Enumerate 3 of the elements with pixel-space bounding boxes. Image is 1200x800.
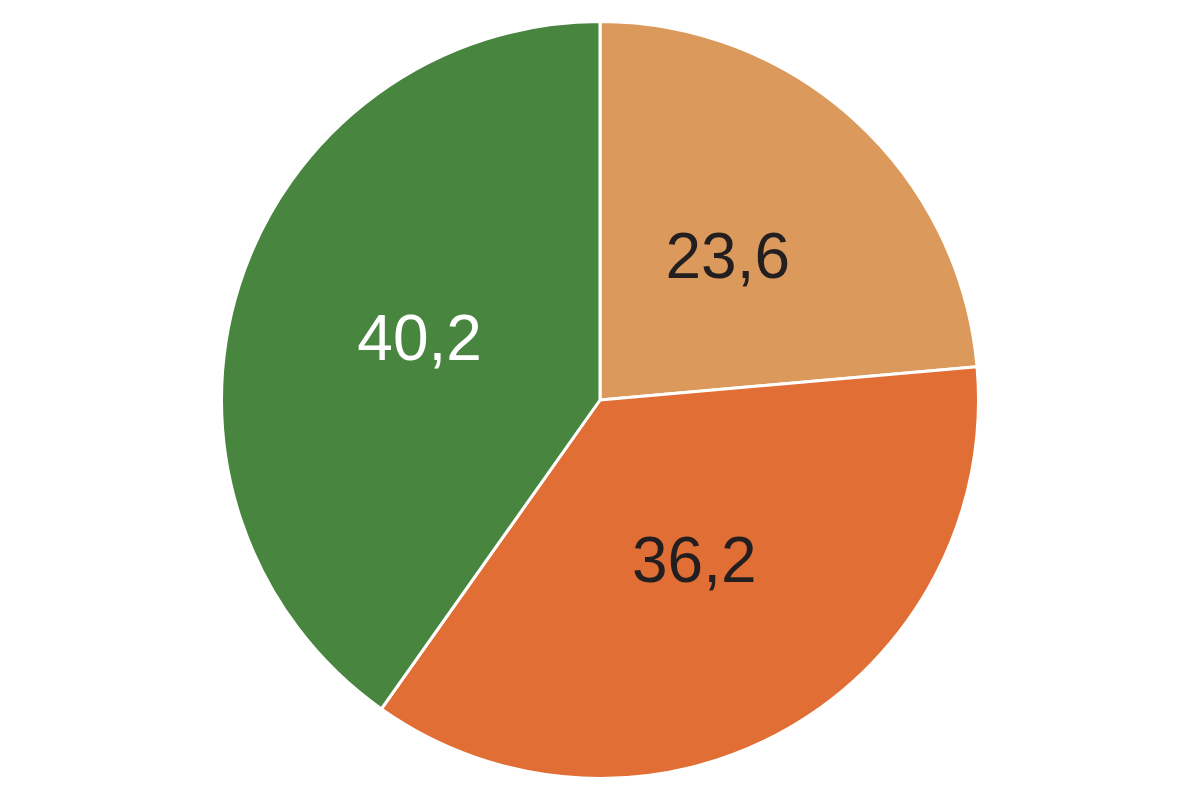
- data-label: 23,6: [665, 220, 791, 293]
- data-label: 40,2: [357, 302, 482, 375]
- data-label: 36,2: [632, 523, 757, 596]
